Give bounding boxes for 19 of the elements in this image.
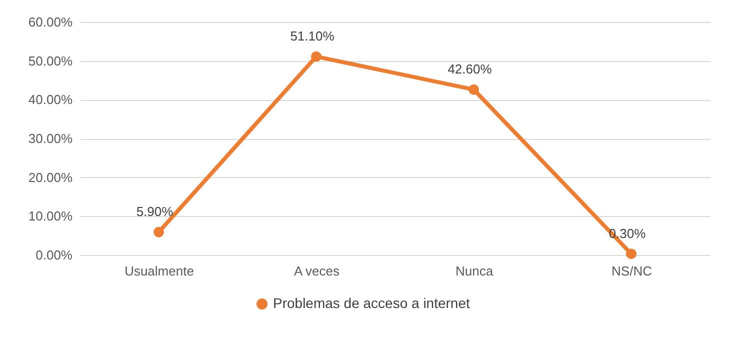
x-tick-label: A veces <box>294 264 340 278</box>
x-tick-label: Nunca <box>455 264 494 278</box>
y-tick-label: 30.00% <box>28 131 73 146</box>
legend-label: Problemas de acceso a internet <box>273 295 470 311</box>
y-tick-label: 50.00% <box>28 53 73 68</box>
data-label: 51.10% <box>290 28 335 44</box>
point <box>154 226 164 238</box>
data-label: 5.90% <box>136 204 174 220</box>
point <box>311 51 322 62</box>
point <box>468 84 479 95</box>
point <box>626 248 636 260</box>
y-tick-label: 10.00% <box>28 208 73 224</box>
y-tick-label: 40.00% <box>28 92 73 108</box>
x-tick-label: Usualmente <box>124 264 194 278</box>
y-tick-label: 20.00% <box>28 170 73 185</box>
y-tick-label: 60.00% <box>28 14 73 30</box>
y-tick-label: 0.00% <box>36 248 73 262</box>
x-tick-label: NS/NC <box>612 264 652 278</box>
data-label: 42.60% <box>448 62 492 77</box>
